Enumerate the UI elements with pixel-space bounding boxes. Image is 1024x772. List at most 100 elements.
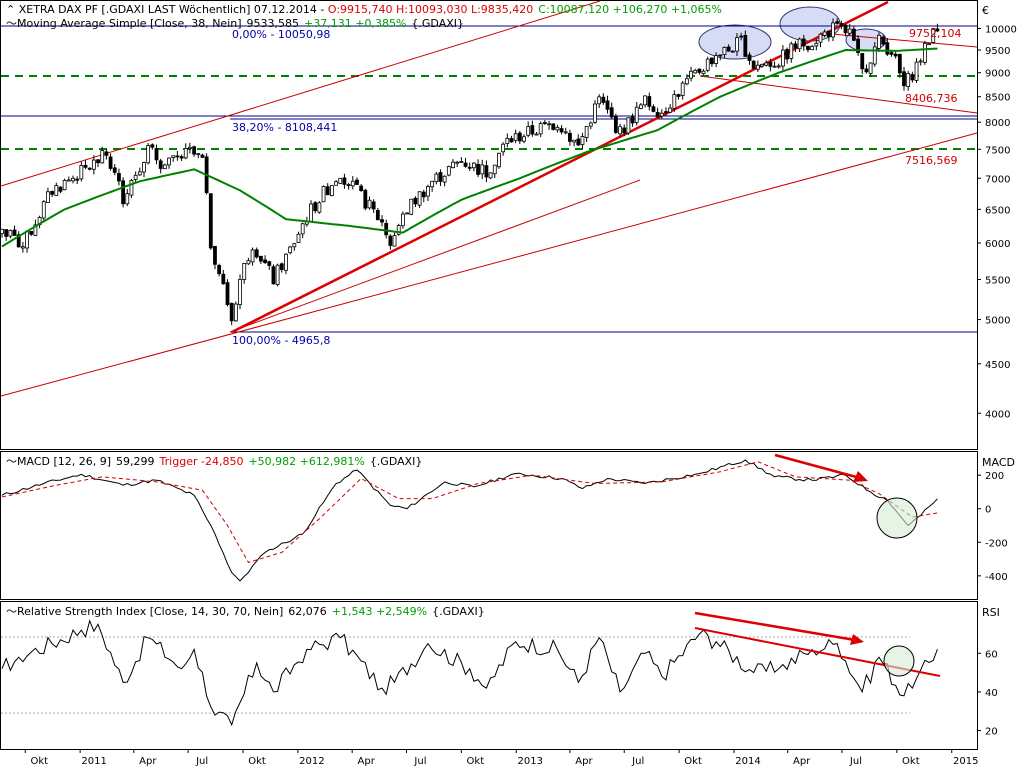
candle — [885, 37, 890, 56]
candle-body — [563, 131, 568, 134]
x-tick-label: Jul — [413, 756, 426, 767]
candle-body — [622, 127, 627, 134]
candle-body — [96, 159, 100, 164]
candle — [96, 159, 100, 168]
candle-body — [530, 125, 535, 135]
candle — [868, 62, 873, 77]
candle — [12, 225, 17, 236]
macd-down-arrow-shaft — [774, 453, 861, 480]
price-unit-label: € — [982, 4, 989, 17]
candle — [355, 177, 359, 186]
candle-body — [513, 133, 518, 141]
candle-body — [421, 191, 426, 198]
macd-line — [1, 459, 938, 582]
x-tick-label: Apr — [358, 756, 376, 767]
candle-body — [522, 136, 526, 142]
channel-top-resistance — [819, 32, 978, 48]
moving-average-line — [1, 47, 938, 248]
candle — [843, 23, 848, 37]
rsi-panel — [0, 601, 978, 750]
y-tick-label: 6000 — [985, 239, 1010, 250]
candle — [325, 183, 330, 196]
candle-body — [363, 189, 368, 209]
candle — [421, 189, 426, 203]
candle-body — [463, 162, 468, 167]
candle — [693, 68, 698, 74]
macd-icon: 〜 — [6, 455, 17, 468]
candle-body — [112, 167, 117, 173]
candle-body — [897, 53, 902, 74]
candle — [471, 162, 476, 172]
candle-body — [772, 65, 777, 68]
candle-body — [693, 69, 698, 74]
candle — [743, 30, 748, 57]
candle-body — [158, 160, 163, 169]
candle-body — [714, 55, 718, 64]
candle — [881, 35, 886, 47]
candle — [822, 29, 827, 38]
fib-100-label: 100,00% - 4965,8 — [232, 334, 330, 347]
candle-body — [509, 138, 514, 143]
candle — [321, 185, 326, 203]
candle-body — [597, 96, 602, 105]
candle — [405, 212, 409, 215]
candle — [137, 167, 142, 176]
candle-body — [434, 173, 439, 182]
macd-header-trigger: Trigger -24,850 — [159, 455, 244, 468]
candle-body — [342, 177, 347, 185]
candle-body — [288, 246, 293, 254]
candle — [367, 196, 372, 210]
macd-header: 〜MACD [12, 26, 9] 59,299 Trigger -24,850 +5… — [6, 455, 422, 468]
candle-body — [279, 263, 284, 270]
header-icon: ⌃ — [6, 3, 19, 16]
candle — [91, 155, 96, 175]
candle-body — [459, 161, 464, 163]
candle — [542, 119, 547, 126]
candle — [534, 131, 539, 136]
candle-body — [371, 201, 376, 210]
candle — [225, 279, 230, 307]
candle — [384, 219, 389, 239]
candle-body — [668, 107, 673, 113]
candle — [605, 95, 610, 114]
candle-body — [162, 164, 167, 170]
candle-body — [242, 263, 247, 280]
macd-header-change: +50,982 +612,981% — [248, 455, 364, 468]
candle-body — [551, 123, 556, 130]
candle — [793, 40, 798, 53]
candle-body — [217, 264, 222, 274]
candle — [588, 121, 593, 130]
y-tick-label: 4500 — [985, 360, 1010, 371]
candle-body — [229, 302, 234, 322]
candle — [413, 196, 418, 208]
candle-body — [50, 191, 55, 195]
candle — [346, 182, 351, 190]
candle — [522, 134, 526, 144]
candle-body — [701, 70, 706, 75]
candle-body — [751, 60, 756, 69]
candle — [0, 228, 4, 238]
candle-body — [613, 115, 618, 133]
candle — [229, 302, 234, 326]
candle — [601, 93, 606, 105]
candle — [451, 159, 455, 169]
candle-body — [330, 185, 334, 197]
candle-body — [789, 43, 794, 59]
candle — [609, 102, 614, 120]
candle — [835, 18, 840, 25]
candle-body — [534, 133, 539, 136]
price-panel — [0, 0, 978, 450]
candle-body — [659, 112, 664, 117]
candle-body — [300, 223, 305, 235]
y-tick-label: 9000 — [985, 69, 1010, 80]
candle-body — [872, 46, 877, 65]
candle — [246, 257, 251, 265]
candle — [279, 262, 284, 273]
candle — [772, 61, 777, 68]
candle — [480, 159, 485, 179]
candle — [902, 66, 906, 91]
candle — [463, 158, 468, 168]
candle — [380, 215, 384, 227]
candle — [150, 143, 155, 150]
candle — [83, 160, 88, 170]
